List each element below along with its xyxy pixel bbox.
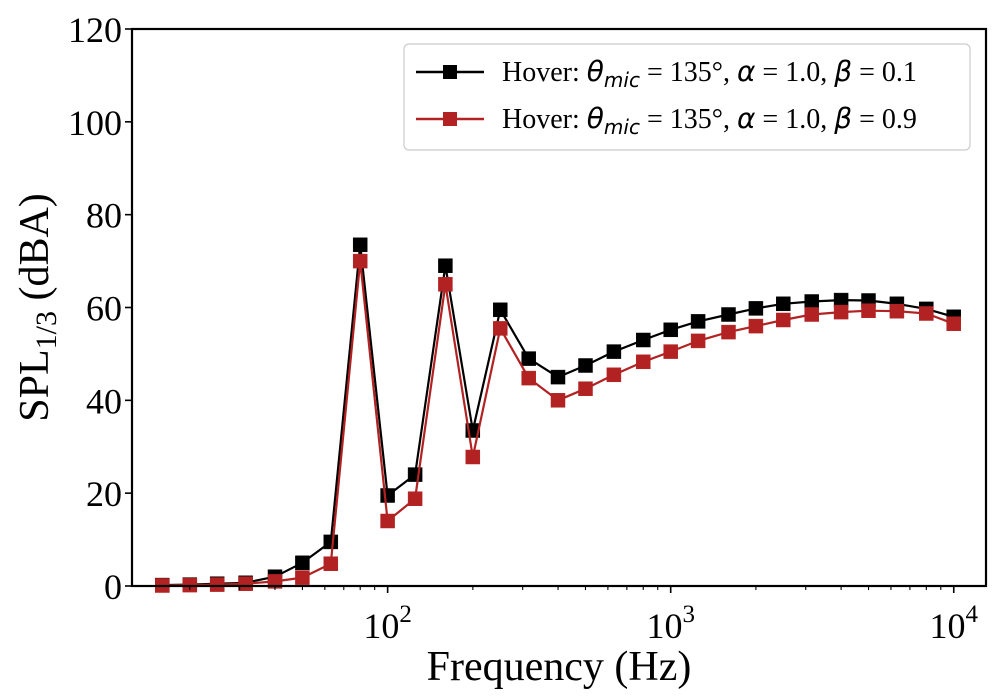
- series-2-point: [521, 370, 536, 386]
- series-2-point: [323, 556, 339, 571]
- plot-area: [155, 237, 961, 593]
- series-1: [155, 237, 961, 593]
- series-2-point: [438, 277, 453, 292]
- legend-label: Hover: θmic = 135°, α = 1.0, β = 0.1: [502, 55, 917, 92]
- series-2-point: [889, 303, 905, 319]
- series-2-point: [550, 393, 566, 408]
- series-2-point: [946, 316, 961, 331]
- series-1-point: [721, 307, 736, 322]
- y-axis-title: SPL1/3 (dBA): [12, 193, 63, 422]
- series-1-point: [380, 488, 395, 503]
- x-tick-label: 104: [929, 601, 978, 646]
- series-2-point: [919, 306, 934, 321]
- series-2-point: [833, 304, 849, 320]
- series-1-point: [521, 351, 536, 366]
- legend-box: [403, 43, 971, 151]
- series-2-point: [209, 577, 225, 592]
- legend-entry-1: Hover: θmic = 135°, α = 1.0, β = 0.1: [416, 55, 917, 92]
- legend: Hover: θmic = 135°, α = 1.0, β = 0.1 Hove…: [403, 43, 971, 151]
- x-tick-label: 102: [363, 601, 412, 646]
- legend-marker: [443, 112, 457, 126]
- y-tick-label: 40: [86, 381, 122, 421]
- x-tick-label: 103: [646, 601, 695, 646]
- y-tick-label: 20: [86, 474, 122, 514]
- series-2-point: [690, 333, 706, 349]
- legend-entry-2: Hover: θmic = 135°, α = 1.0, β = 0.9: [416, 102, 917, 139]
- series-1-point: [776, 296, 791, 312]
- series-2-point: [578, 381, 593, 396]
- series-1-point: [352, 237, 368, 253]
- series-2-point: [776, 312, 791, 328]
- series-1-point: [295, 555, 310, 571]
- series-2-point: [465, 449, 481, 465]
- x-axis-title: Frequency (Hz): [427, 644, 692, 690]
- series-1-point: [804, 294, 819, 309]
- series-2-point: [804, 307, 819, 322]
- series-2-point: [721, 324, 736, 340]
- series-1-point: [690, 314, 706, 329]
- series-2-point: [352, 253, 368, 269]
- series-2-point: [238, 576, 253, 591]
- y-tick-label: 120: [68, 10, 122, 50]
- series-1-point: [323, 534, 339, 550]
- series-2-point: [861, 303, 876, 318]
- series-2-point: [636, 354, 651, 370]
- series-1-point: [636, 332, 651, 348]
- series-2-point: [295, 570, 310, 585]
- series-2-point: [380, 513, 395, 529]
- series-1-point: [493, 302, 508, 318]
- series-1-point: [663, 322, 678, 338]
- series-1-point: [606, 344, 622, 359]
- series-1-point: [438, 258, 453, 273]
- series-2-point: [493, 321, 508, 336]
- series-2-point: [407, 491, 423, 506]
- series-2-point: [606, 367, 622, 383]
- axes: 0 20 40 60 80 100 120 102 103 104 Frequency (Hz) SP…: [12, 10, 988, 690]
- legend-marker: [443, 65, 457, 79]
- series-2-point: [748, 318, 764, 334]
- y-tick-label: 80: [86, 196, 122, 236]
- y-tick-label: 60: [86, 289, 122, 329]
- series-1-point: [578, 358, 593, 373]
- y-tick-label: 0: [104, 567, 122, 607]
- legend-label: Hover: θmic = 135°, α = 1.0, β = 0.9: [502, 102, 917, 139]
- y-tick-label: 100: [68, 103, 122, 143]
- series-2-point: [663, 344, 678, 359]
- series-1-point: [550, 369, 566, 385]
- series-2: [155, 253, 961, 593]
- series-1-point: [748, 301, 764, 316]
